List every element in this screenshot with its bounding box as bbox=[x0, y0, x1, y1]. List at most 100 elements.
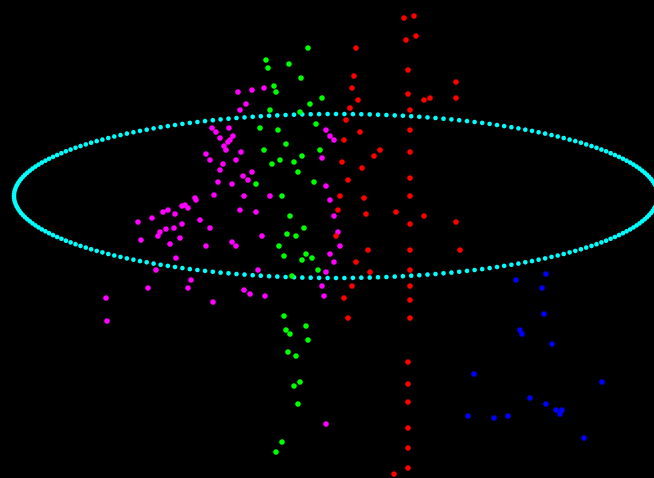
ellipse-point bbox=[325, 275, 330, 281]
data-point bbox=[349, 283, 355, 289]
data-point bbox=[241, 287, 247, 293]
ellipse-point bbox=[39, 227, 45, 232]
ellipse-point bbox=[441, 271, 446, 276]
ellipse-point bbox=[226, 271, 231, 276]
data-point bbox=[303, 323, 309, 329]
data-point bbox=[243, 101, 249, 107]
data-point bbox=[226, 125, 232, 131]
ellipse-point bbox=[250, 114, 255, 120]
data-point bbox=[323, 127, 329, 133]
data-point bbox=[293, 353, 299, 359]
data-point bbox=[407, 149, 413, 155]
ellipse-point bbox=[549, 132, 554, 138]
data-point bbox=[289, 273, 295, 279]
data-point bbox=[299, 153, 305, 159]
ellipse-point bbox=[620, 230, 626, 236]
ellipse-point bbox=[283, 112, 288, 118]
ellipse-point bbox=[158, 124, 163, 130]
data-point bbox=[519, 331, 525, 337]
ellipse-point bbox=[333, 111, 339, 117]
data-point bbox=[407, 175, 413, 181]
data-point bbox=[229, 181, 235, 187]
ellipse-point bbox=[316, 275, 322, 281]
data-point bbox=[323, 421, 329, 427]
ellipse-point bbox=[258, 273, 264, 279]
ellipse-point bbox=[325, 111, 330, 117]
data-point bbox=[393, 209, 399, 215]
ellipse-point bbox=[529, 128, 535, 134]
ellipse-point bbox=[631, 225, 636, 230]
ellipse-point bbox=[88, 247, 94, 252]
data-point bbox=[233, 157, 239, 163]
ellipse-point bbox=[417, 272, 422, 278]
ellipse-point bbox=[509, 124, 514, 130]
data-point bbox=[371, 153, 377, 159]
ellipse-point bbox=[494, 264, 500, 270]
ellipse-point bbox=[441, 116, 446, 121]
ellipse-point bbox=[573, 138, 578, 144]
ellipse-point bbox=[433, 271, 438, 277]
data-point bbox=[281, 313, 287, 319]
ellipse-point bbox=[180, 265, 185, 271]
data-point bbox=[259, 233, 265, 239]
data-point bbox=[559, 407, 565, 413]
ellipse-point bbox=[599, 147, 604, 152]
data-point bbox=[291, 383, 297, 389]
ellipse-point bbox=[100, 137, 105, 142]
data-point bbox=[359, 165, 365, 171]
data-point bbox=[173, 255, 179, 261]
data-point bbox=[237, 107, 243, 113]
data-point bbox=[337, 243, 343, 249]
data-point bbox=[135, 219, 141, 225]
data-point bbox=[167, 241, 173, 247]
data-point bbox=[197, 217, 203, 223]
data-point bbox=[361, 195, 367, 201]
ellipse-point bbox=[509, 262, 514, 268]
ellipse-point bbox=[594, 145, 599, 151]
data-point bbox=[543, 271, 549, 277]
ellipse-point bbox=[342, 111, 347, 117]
ellipse-point bbox=[400, 113, 406, 119]
ellipse-point bbox=[561, 135, 566, 141]
ellipse-point bbox=[187, 120, 193, 126]
ellipse-point bbox=[275, 274, 280, 279]
ellipse-point bbox=[620, 156, 626, 162]
data-point bbox=[273, 89, 279, 95]
data-point bbox=[319, 95, 325, 101]
ellipse-point bbox=[456, 117, 462, 123]
data-point bbox=[221, 143, 227, 149]
ellipse-point bbox=[359, 275, 364, 281]
data-point bbox=[217, 135, 223, 141]
ellipse-point bbox=[118, 254, 123, 260]
ellipse-point bbox=[151, 126, 156, 131]
data-point bbox=[341, 137, 347, 143]
data-point bbox=[279, 439, 285, 445]
ellipse-point bbox=[106, 135, 111, 141]
data-point bbox=[281, 253, 287, 259]
data-point bbox=[247, 291, 253, 297]
ellipse-point bbox=[487, 121, 492, 127]
ellipse-point bbox=[350, 111, 356, 117]
ellipse-point bbox=[39, 160, 45, 165]
data-point bbox=[211, 192, 217, 198]
ellipse-point bbox=[226, 116, 231, 121]
ellipse-point bbox=[384, 112, 389, 118]
data-point bbox=[317, 147, 323, 153]
data-point bbox=[179, 221, 185, 227]
data-point bbox=[138, 237, 144, 243]
ellipse-point bbox=[195, 267, 200, 273]
ellipse-point bbox=[172, 264, 178, 270]
ellipse-point bbox=[68, 147, 73, 152]
data-point bbox=[411, 13, 417, 19]
data-point bbox=[421, 213, 427, 219]
data-point bbox=[343, 117, 349, 123]
data-point bbox=[351, 73, 357, 79]
ellipse-point bbox=[449, 117, 454, 122]
ellipse-point bbox=[78, 243, 83, 249]
data-point bbox=[549, 341, 555, 347]
data-point bbox=[341, 295, 347, 301]
ellipse-point bbox=[202, 268, 208, 274]
ellipse-point bbox=[187, 266, 193, 272]
data-points bbox=[103, 13, 605, 477]
